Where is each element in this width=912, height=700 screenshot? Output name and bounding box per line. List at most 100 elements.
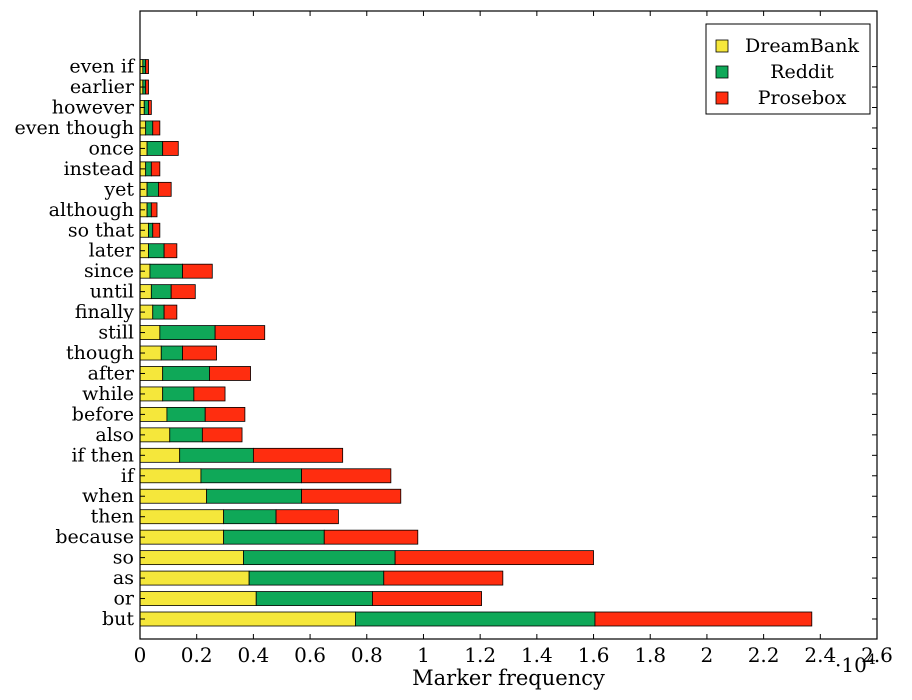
bar-prosebox-later: [163, 243, 178, 259]
bar-reddit-instead: [145, 161, 152, 177]
bar-prosebox-finally: [163, 304, 178, 320]
bar-dreambank-or: [139, 591, 257, 606]
bar-reddit-then: [223, 509, 277, 525]
category-label: because: [55, 526, 134, 548]
bar-reddit-yet: [146, 181, 159, 197]
bar-prosebox-earlier: [145, 79, 149, 95]
bar-dreambank-because: [139, 529, 225, 545]
bar-reddit-but: [355, 611, 596, 627]
bar-reddit-still: [159, 325, 216, 340]
legend-swatch-dreambank: [715, 39, 729, 53]
legend: DreamBank Reddit Prosebox: [705, 23, 871, 115]
category-label: although: [49, 199, 134, 221]
x-tick-label: 1: [417, 643, 430, 667]
category-label: still: [98, 322, 134, 344]
category-label: when: [82, 485, 134, 507]
category-label: even if: [69, 56, 136, 78]
category-label: since: [84, 260, 134, 282]
x-tick-label: 1.2: [464, 643, 496, 667]
category-label: also: [95, 424, 134, 446]
plot-frame: [139, 10, 878, 640]
bar-reddit-once: [146, 141, 164, 156]
bar-prosebox-after: [209, 366, 251, 381]
bar-prosebox-then: [275, 509, 339, 525]
bar-reddit-while: [162, 386, 195, 402]
bar-reddit-as: [248, 570, 385, 586]
legend-label-dreambank: DreamBank: [745, 35, 859, 57]
bar-reddit-though: [160, 345, 183, 361]
category-label: if: [121, 465, 136, 487]
bar-reddit-finally: [152, 304, 165, 320]
bar-dreambank-but: [139, 611, 356, 627]
bar-prosebox-while: [193, 386, 226, 402]
category-label: but: [102, 608, 134, 630]
bar-reddit-also: [169, 427, 203, 443]
bar-prosebox-although: [150, 202, 158, 218]
bar-reddit-before: [166, 406, 206, 422]
bar-reddit-so-that: [148, 222, 154, 238]
category-label: once: [88, 137, 134, 159]
bar-dreambank-if: [139, 468, 202, 484]
legend-label-reddit: Reddit: [770, 61, 834, 83]
bar-dreambank-if-then: [139, 447, 181, 463]
category-label: if then: [71, 444, 134, 466]
x-tick-label: 2.2: [748, 643, 780, 667]
bar-dreambank-then: [139, 509, 225, 525]
bar-prosebox-as: [383, 570, 504, 586]
x-tick-label: 0.4: [237, 643, 269, 667]
bar-reddit-although: [146, 202, 152, 218]
category-label: so that: [68, 219, 134, 241]
x-tick-label: 0.6: [294, 643, 326, 667]
bar-prosebox-however: [148, 100, 152, 115]
x-tick-label: 0.8: [351, 643, 383, 667]
bar-prosebox-still: [214, 325, 266, 340]
bar-prosebox-since: [182, 263, 213, 279]
x-tick-label: 2.4: [804, 643, 836, 667]
category-label: before: [72, 403, 134, 425]
legend-box: [705, 23, 871, 115]
category-label: after: [88, 362, 135, 384]
x-multiplier-base: ·10: [835, 653, 867, 677]
category-label: yet: [103, 178, 134, 200]
x-multiplier-exponent: 4: [867, 652, 876, 668]
bar-prosebox-so: [394, 550, 594, 566]
bar-reddit-later: [148, 243, 165, 259]
x-tick-label: 0: [134, 643, 147, 667]
category-label: until: [90, 281, 134, 303]
bar-dreambank-as: [139, 570, 250, 586]
bar-prosebox-even-though: [152, 120, 161, 136]
bar-dreambank-so: [139, 550, 244, 566]
category-label: instead: [64, 158, 134, 180]
legend-swatch-prosebox: [715, 91, 729, 105]
bar-reddit-if-then: [179, 447, 254, 463]
bar-prosebox-if: [301, 468, 392, 484]
bar-reddit-when: [206, 488, 302, 504]
category-label: finally: [75, 301, 134, 323]
x-tick-label: 2: [701, 643, 714, 667]
bar-reddit-even-though: [145, 120, 154, 136]
legend-swatch-reddit: [715, 65, 729, 79]
category-label: later: [89, 240, 135, 262]
x-tick-label: 1.8: [634, 643, 666, 667]
category-label: earlier: [70, 76, 135, 98]
x-tick-label: 1.6: [578, 643, 610, 667]
x-axis-title: Marker frequency: [412, 666, 605, 690]
x-tick-label: 0.2: [181, 643, 213, 667]
bar-prosebox-yet: [158, 181, 172, 197]
category-label: as: [113, 567, 134, 589]
bar-reddit-or: [255, 591, 373, 606]
category-label: or: [113, 588, 134, 610]
x-axis-multiplier: ·104: [835, 652, 876, 677]
bar-prosebox-once: [162, 141, 179, 156]
bar-prosebox-before: [204, 406, 246, 422]
bar-prosebox-or: [372, 591, 482, 606]
bar-prosebox-if-then: [252, 447, 344, 463]
bar-prosebox-until: [170, 284, 196, 300]
bar-prosebox-though: [182, 345, 217, 361]
bar-reddit-so: [243, 550, 396, 566]
bar-reddit-because: [223, 529, 325, 545]
bar-prosebox-instead: [150, 161, 161, 177]
bar-reddit-since: [149, 263, 183, 279]
